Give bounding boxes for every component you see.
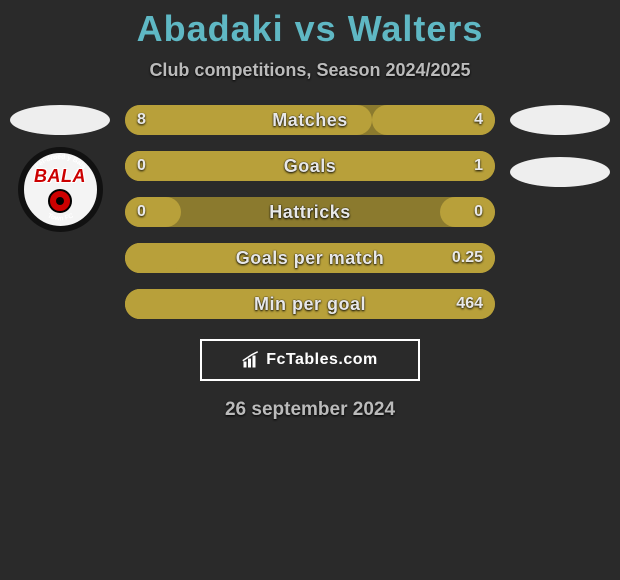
- club-right-placeholder-icon: [510, 157, 610, 187]
- stat-value-right: 1: [474, 157, 483, 175]
- date-label: 26 september 2024: [0, 399, 620, 421]
- vs-separator: vs: [295, 8, 337, 49]
- stat-label: Matches: [125, 110, 495, 131]
- player-right-placeholder-icon: [510, 105, 610, 135]
- right-column: [505, 105, 615, 187]
- left-column: Pêl-droed y Bala Town FC BALA: [5, 105, 115, 232]
- stat-value-right: 4: [474, 111, 483, 129]
- stat-value-right: 464: [456, 295, 483, 313]
- stat-value-right: 0.25: [452, 249, 483, 267]
- player-right-name: Walters: [348, 8, 484, 49]
- football-icon: [48, 189, 72, 213]
- stat-row: Goals0 1: [125, 151, 495, 181]
- stat-rows: Matches84Goals01Hattricks00Goals per mat…: [125, 105, 495, 319]
- stat-row: Goals per match0.25: [125, 243, 495, 273]
- stat-label: Min per goal: [125, 294, 495, 315]
- stat-row: Matches8 4: [125, 105, 495, 135]
- brand-box: FcTables.com: [200, 339, 420, 381]
- player-left-name: Abadaki: [137, 8, 284, 49]
- bar-chart-icon: [242, 351, 260, 369]
- club-badge-left: Pêl-droed y Bala Town FC BALA: [18, 147, 103, 232]
- stat-value-left: 0: [137, 157, 146, 175]
- stat-label: Goals: [125, 156, 495, 177]
- comparison-infographic: Abadaki vs Walters Club competitions, Se…: [0, 0, 620, 580]
- subtitle: Club competitions, Season 2024/2025: [0, 60, 620, 81]
- badge-bottom-arc-label: Town FC: [46, 212, 74, 222]
- title: Abadaki vs Walters: [0, 0, 620, 50]
- stat-value-left: 0: [137, 203, 146, 221]
- stat-row: Hattricks0 0: [125, 197, 495, 227]
- badge-main-text: BALA: [34, 166, 86, 187]
- stat-label: Goals per match: [125, 248, 495, 269]
- stat-value-right: 0: [474, 203, 483, 221]
- player-left-placeholder-icon: [10, 105, 110, 135]
- stat-value-left: 8: [137, 111, 146, 129]
- brand-text: FcTables.com: [266, 351, 378, 369]
- stat-row: Min per goal464: [125, 289, 495, 319]
- stat-label: Hattricks: [125, 202, 495, 223]
- svg-text:Town FC: Town FC: [46, 212, 74, 222]
- content-area: Pêl-droed y Bala Town FC BALA Matches8 4 G…: [0, 105, 620, 421]
